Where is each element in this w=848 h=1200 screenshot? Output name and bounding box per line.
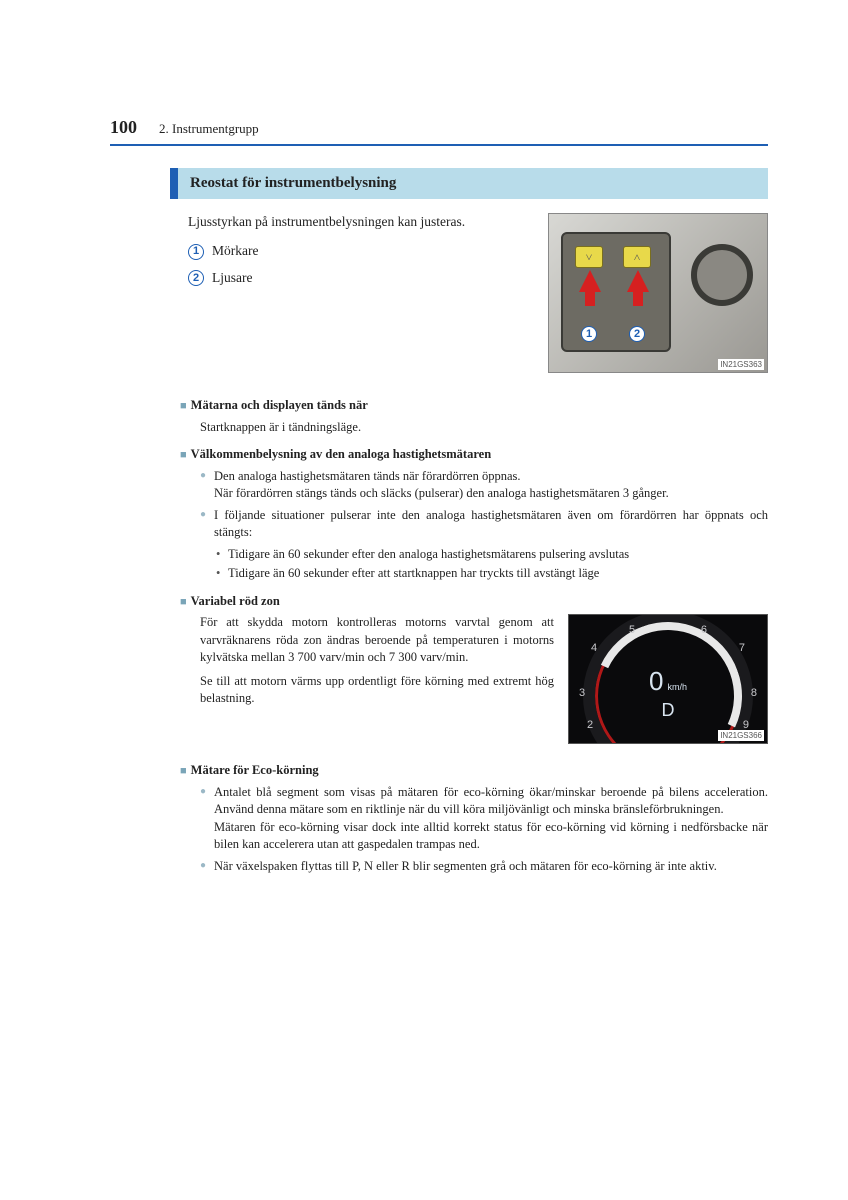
note-2-heading: ■ Välkommenbelysning av den analoga hasti… (180, 446, 768, 464)
note-1-heading: ■ Mätarna och displayen tänds när (180, 397, 768, 415)
option-2: 2 Ljusare (188, 269, 528, 288)
square-bullet-icon: ■ (180, 449, 187, 461)
note-2-b1a: Den analoga hastighetsmätaren tänds när … (214, 469, 520, 483)
section-title: Reostat för instrumentbelysning (170, 168, 768, 199)
note-3-text: För att skydda motorn kontrolleras motor… (200, 614, 554, 708)
note-2-bullet-2: I följande situationer pulserar inte den… (200, 507, 768, 542)
option-1-label: Mörkare (212, 242, 258, 261)
intro-paragraph: Ljusstyrkan på instrumentbelysningen kan… (188, 213, 528, 232)
gauge-tick-7: 7 (739, 641, 745, 656)
note-4-b1b: Mätaren för eco-körning visar dock inte … (214, 820, 768, 852)
square-bullet-icon: ■ (180, 596, 187, 608)
gauge-tick-4: 4 (591, 641, 597, 656)
steering-wheel-icon (691, 244, 753, 306)
note-4-bullet-2: När växelspaken flyttas till P, N eller … (200, 858, 768, 876)
figure-code: IN21GS363 (718, 359, 764, 370)
header-rule (110, 144, 768, 146)
note-4-heading: ■ Mätare för Eco-körning (180, 762, 768, 780)
note-4-bullet-1: Antalet blå segment som visas på mätaren… (200, 784, 768, 854)
option-1: 1 Mörkare (188, 242, 528, 261)
gauge-code: IN21GS366 (718, 730, 764, 741)
note-1-body: Startknappen är i tändningsläge. (200, 419, 768, 437)
gauge-tick-5: 5 (629, 623, 635, 638)
intro-block: Ljusstyrkan på instrumentbelysningen kan… (188, 213, 768, 373)
red-arrow-2-icon (627, 270, 649, 292)
note-4-title: Mätare för Eco-körning (191, 763, 319, 777)
square-bullet-icon: ■ (180, 765, 187, 777)
gauge-unit: km/h (667, 682, 687, 692)
circled-1-icon: 1 (188, 244, 204, 260)
note-3-p2: Se till att motorn värms upp ordentligt … (200, 673, 554, 708)
notes-block: ■ Mätarna och displayen tänds när Startkn… (180, 397, 768, 875)
gauge-center: 0 km/h D (569, 663, 767, 723)
note-3-title: Variabel röd zon (191, 594, 280, 608)
figure-dashboard-buttons: ˅ ˄ 1 2 IN21GS363 (548, 213, 768, 373)
gauge-tick-2: 2 (587, 718, 593, 733)
page-header: 100 2. Instrumentgrupp (110, 115, 768, 140)
note-3-row: För att skydda motorn kontrolleras motor… (200, 614, 768, 744)
note-1-title: Mätarna och displayen tänds när (191, 398, 368, 412)
gauge-speed: 0 (649, 663, 663, 699)
gauge-tick-3: 3 (579, 686, 585, 701)
note-2-dot-1: Tidigare än 60 sekunder efter den analog… (216, 546, 768, 564)
note-4-b1a: Antalet blå segment som visas på mätaren… (214, 785, 768, 817)
figure-tachometer: 0km/h D 2 3 4 5 6 7 8 9 IN21GS366 (568, 614, 768, 744)
note-2-dot-2: Tidigare än 60 sekunder efter att startk… (216, 565, 768, 583)
red-arrow-1-icon (579, 270, 601, 292)
dimmer-up-button-icon: ˄ (623, 246, 651, 268)
gauge-tick-8: 8 (751, 686, 757, 701)
intro-text: Ljusstyrkan på instrumentbelysningen kan… (188, 213, 528, 373)
note-2-b1b: När förardörren stängs tänds och släcks … (214, 486, 669, 500)
note-2-title: Välkommenbelysning av den analoga hastig… (191, 447, 492, 461)
dimmer-down-button-icon: ˅ (575, 246, 603, 268)
square-bullet-icon: ■ (180, 400, 187, 412)
gauge-tick-6: 6 (701, 623, 707, 638)
option-2-label: Ljusare (212, 269, 252, 288)
page-number: 100 (110, 115, 137, 140)
circled-2-icon: 2 (188, 270, 204, 286)
note-3-p1: För att skydda motorn kontrolleras motor… (200, 614, 554, 667)
note-2-bullet-1: Den analoga hastighetsmätaren tänds när … (200, 468, 768, 503)
gauge-gear: D (569, 698, 767, 723)
chapter-title: 2. Instrumentgrupp (159, 120, 259, 138)
note-3-heading: ■ Variabel röd zon (180, 593, 768, 611)
